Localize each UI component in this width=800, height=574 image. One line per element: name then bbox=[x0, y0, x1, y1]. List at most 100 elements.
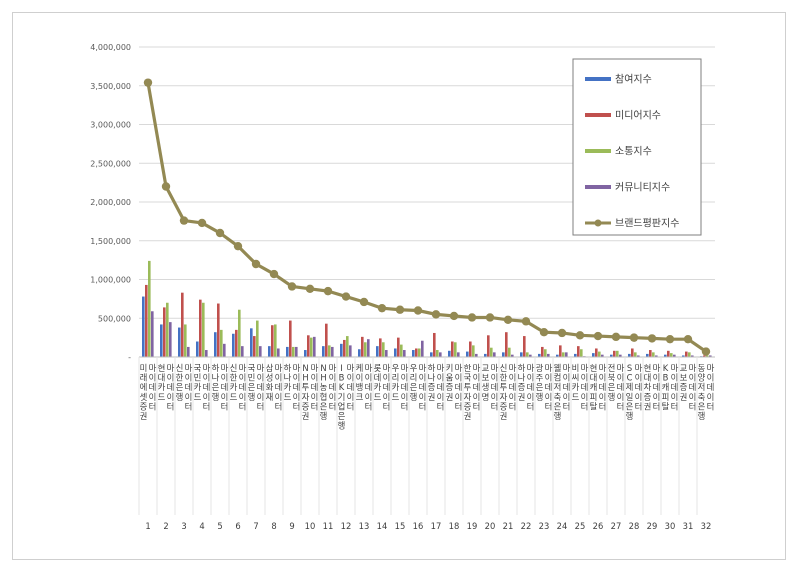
x-category-char: 마 bbox=[185, 363, 193, 373]
x-category-char: 데 bbox=[401, 382, 409, 392]
legend-swatch bbox=[585, 77, 611, 81]
x-category-char: 이 bbox=[311, 392, 319, 402]
x-category-char: 대 bbox=[644, 373, 652, 383]
x-category-char: 이 bbox=[491, 392, 499, 402]
x-category-char: 권 bbox=[644, 401, 652, 411]
x-category-char: 이 bbox=[293, 373, 301, 383]
x-category-char: 이 bbox=[671, 373, 679, 383]
bar-1 bbox=[376, 346, 379, 357]
x-category-char: 데 bbox=[275, 382, 283, 392]
x-category-char: 이 bbox=[275, 373, 283, 383]
x-category-char: 투 bbox=[302, 382, 310, 392]
bar-2 bbox=[433, 332, 436, 357]
bar-1 bbox=[520, 352, 523, 357]
x-category-char: 데 bbox=[239, 382, 247, 392]
x-category-char: 터 bbox=[653, 401, 661, 411]
x-category-char: 이 bbox=[689, 373, 697, 383]
x-category-char: 래 bbox=[140, 373, 148, 383]
x-category-char: 터 bbox=[149, 401, 157, 411]
legend-swatch bbox=[585, 185, 611, 189]
x-category-char: 마 bbox=[545, 363, 553, 373]
x-category-char: 마 bbox=[293, 363, 301, 373]
x-category-char: 증 bbox=[518, 382, 526, 392]
bar-1 bbox=[196, 341, 199, 357]
x-category-char: 이 bbox=[257, 373, 265, 383]
bar-4 bbox=[457, 352, 460, 357]
x-category-char: 신 bbox=[500, 363, 508, 373]
x-category-char: 데 bbox=[509, 382, 517, 392]
x-category-char: 은 bbox=[338, 411, 346, 421]
x-category-char: H bbox=[302, 373, 308, 383]
x-category-char: 자 bbox=[500, 392, 508, 402]
bar-1 bbox=[178, 327, 181, 357]
x-category-char: 마 bbox=[689, 363, 697, 373]
bar-2 bbox=[217, 303, 220, 357]
bar-2 bbox=[415, 348, 418, 357]
bar-1 bbox=[574, 353, 577, 357]
x-category-char: 은 bbox=[320, 401, 328, 411]
x-category-char: 은 bbox=[626, 401, 634, 411]
x-category-char: 이 bbox=[149, 392, 157, 402]
x-category-char: 데 bbox=[185, 382, 193, 392]
x-category-char: 투 bbox=[464, 382, 472, 392]
x-category-char: 업 bbox=[338, 401, 346, 411]
x-category-char: 우 bbox=[392, 363, 400, 373]
x-category-char: 드 bbox=[230, 392, 238, 402]
bar-3 bbox=[616, 350, 619, 357]
x-category-char: 컴 bbox=[554, 373, 562, 383]
bar-4 bbox=[223, 343, 226, 357]
x-category-char: 드 bbox=[392, 392, 400, 402]
y-tick-label: 1,000,000 bbox=[90, 276, 131, 285]
x-category-char: 캐 bbox=[590, 382, 598, 392]
x-category-char: 이 bbox=[365, 392, 373, 402]
x-category-char: 데 bbox=[653, 382, 661, 392]
x-category-char: 이 bbox=[545, 392, 553, 402]
x-index-label: 32 bbox=[701, 521, 712, 531]
bar-3 bbox=[490, 347, 493, 357]
x-category-char: 축 bbox=[698, 392, 706, 402]
x-category-char: 마 bbox=[653, 363, 661, 373]
bar-4 bbox=[277, 348, 280, 357]
x-category-char: 이 bbox=[329, 373, 337, 383]
x-category-char: I bbox=[340, 363, 342, 373]
bar-3 bbox=[436, 350, 439, 357]
x-category-char: 한 bbox=[230, 373, 238, 383]
x-category-char: 마 bbox=[347, 363, 355, 373]
bar-1 bbox=[502, 352, 505, 357]
x-category-char: 웰 bbox=[554, 363, 562, 373]
x-category-char: 이 bbox=[635, 392, 643, 402]
bar-3 bbox=[220, 329, 223, 357]
x-category-char: 드 bbox=[284, 392, 292, 402]
x-category-char: 에 bbox=[140, 382, 148, 392]
x-category-char: 국 bbox=[464, 373, 472, 383]
x-category-char: 하 bbox=[428, 363, 436, 373]
bar-4 bbox=[475, 353, 478, 357]
x-category-char: 대 bbox=[158, 373, 166, 383]
x-category-char: 터 bbox=[419, 401, 427, 411]
x-category-char: 마 bbox=[383, 363, 391, 373]
x-category-char: 이 bbox=[707, 392, 715, 402]
bar-2 bbox=[163, 307, 166, 357]
x-category-char: 마 bbox=[167, 363, 175, 373]
x-category-char: 터 bbox=[581, 401, 589, 411]
bar-series bbox=[142, 260, 712, 357]
brand-index-point bbox=[701, 347, 711, 356]
x-category-char: 이 bbox=[473, 373, 481, 383]
x-index-label: 30 bbox=[665, 521, 676, 531]
x-category-char: 이 bbox=[599, 373, 607, 383]
x-index-label: 4 bbox=[199, 521, 204, 531]
x-category-char: 보 bbox=[680, 373, 688, 383]
brand-index-point bbox=[269, 269, 279, 279]
x-category-char: 마 bbox=[437, 363, 445, 373]
x-category-char: 동 bbox=[698, 363, 706, 373]
x-category-char: 마 bbox=[491, 363, 499, 373]
